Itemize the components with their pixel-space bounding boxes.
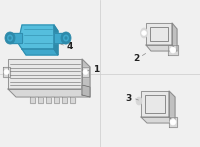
Polygon shape [22, 49, 58, 55]
Polygon shape [172, 23, 177, 51]
Ellipse shape [7, 35, 13, 41]
Bar [145, 95, 165, 113]
Polygon shape [141, 91, 169, 117]
Polygon shape [82, 59, 90, 97]
Polygon shape [141, 117, 175, 123]
Circle shape [142, 30, 146, 35]
Text: 3: 3 [126, 93, 132, 102]
Polygon shape [30, 97, 35, 103]
Polygon shape [82, 85, 90, 97]
Ellipse shape [61, 32, 71, 44]
Text: 1: 1 [93, 65, 99, 74]
Polygon shape [46, 97, 51, 103]
Ellipse shape [63, 35, 69, 41]
Circle shape [170, 47, 176, 53]
Polygon shape [8, 89, 90, 97]
Polygon shape [38, 97, 43, 103]
Polygon shape [54, 97, 59, 103]
Polygon shape [18, 25, 58, 49]
Bar [150, 27, 168, 41]
Circle shape [83, 70, 88, 75]
Polygon shape [169, 91, 175, 123]
Circle shape [4, 70, 9, 75]
Ellipse shape [64, 36, 68, 40]
Polygon shape [169, 117, 177, 127]
Polygon shape [10, 33, 22, 43]
Ellipse shape [140, 28, 148, 38]
Polygon shape [3, 67, 10, 77]
Ellipse shape [136, 97, 142, 105]
Polygon shape [168, 45, 178, 55]
Polygon shape [62, 97, 67, 103]
Polygon shape [146, 23, 172, 45]
Circle shape [170, 119, 176, 125]
Polygon shape [70, 97, 75, 103]
Text: 2: 2 [133, 54, 139, 62]
Ellipse shape [8, 36, 12, 40]
Ellipse shape [5, 32, 15, 44]
Polygon shape [146, 45, 177, 51]
Text: 4: 4 [67, 41, 73, 51]
Polygon shape [82, 67, 89, 77]
Polygon shape [54, 33, 66, 43]
Polygon shape [8, 59, 82, 89]
Polygon shape [54, 25, 58, 55]
